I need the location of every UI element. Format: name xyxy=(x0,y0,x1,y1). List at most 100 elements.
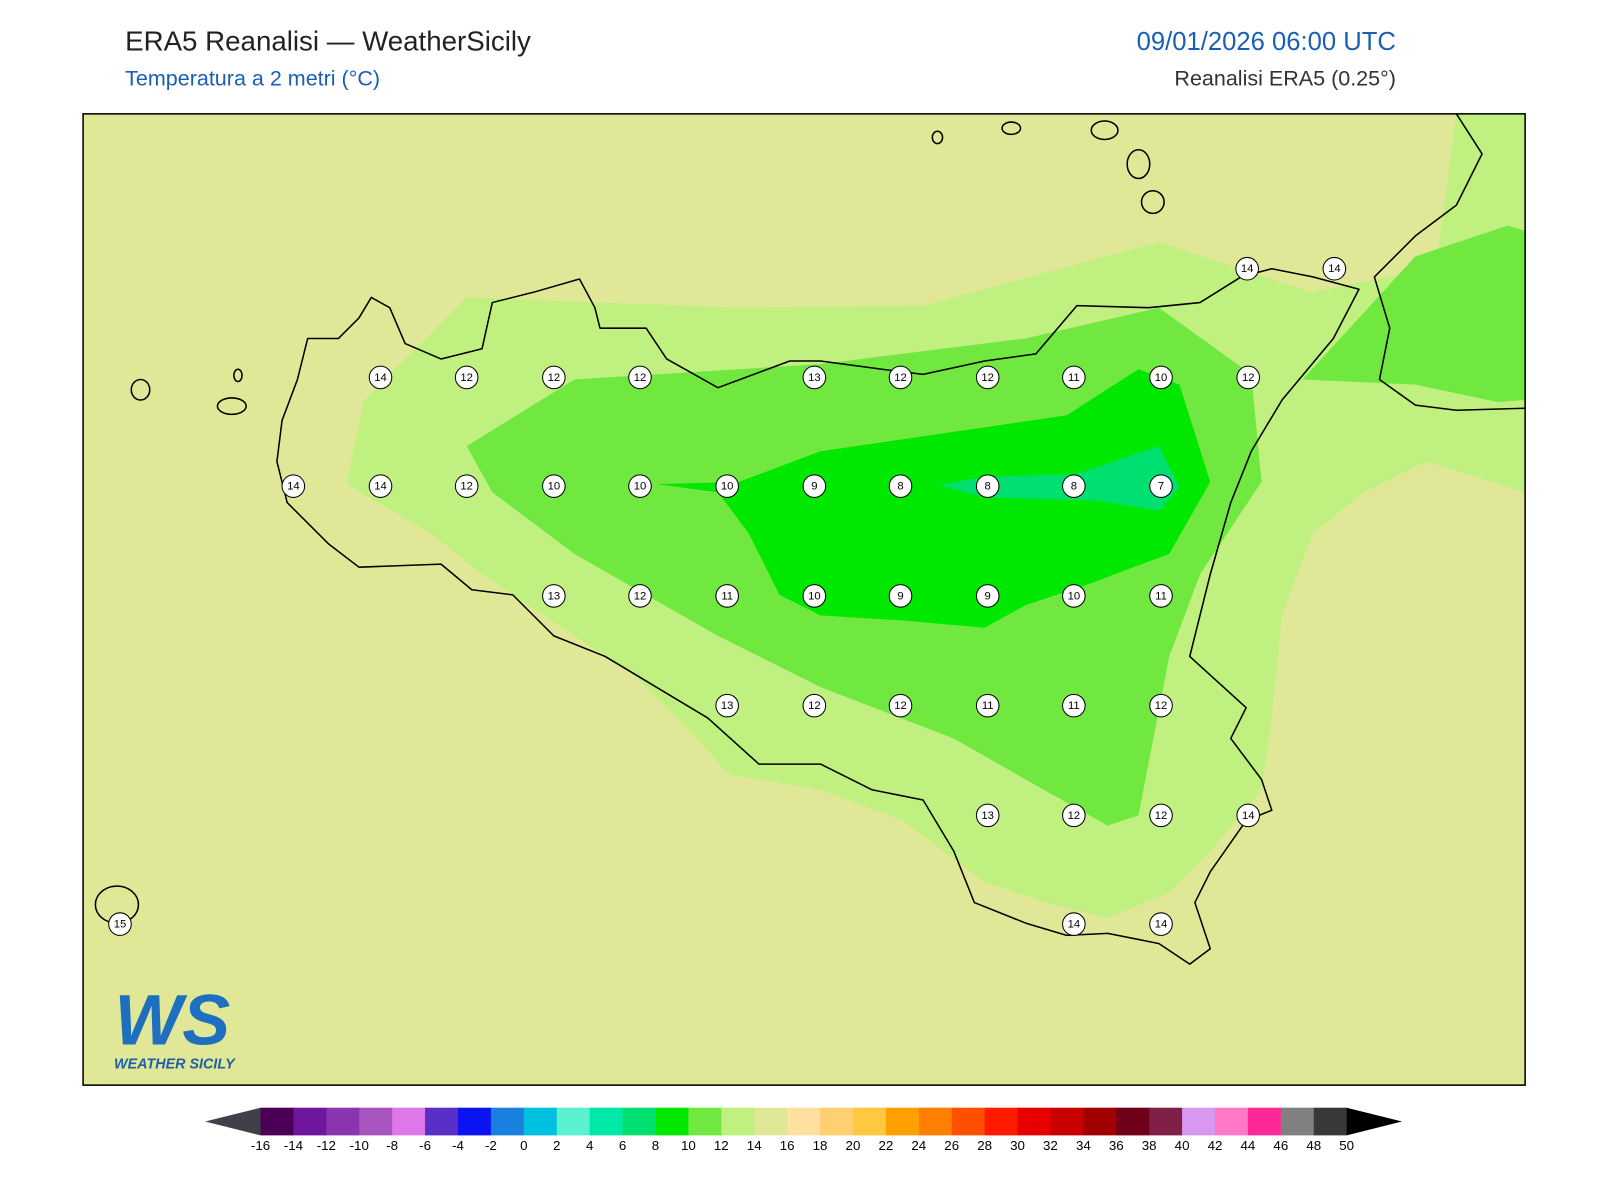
colorbar: -16 -14 -12 -10 -8 -6 -4 -2 0 2 4 6 8 10 12 14 16 18 20 22 2… xyxy=(205,1107,1403,1153)
station: 10 xyxy=(1062,584,1086,608)
station-value: 13 xyxy=(548,590,561,602)
station-marker xyxy=(1149,803,1173,828)
colorbar-box xyxy=(1083,1107,1117,1136)
station-value: 14 xyxy=(1241,263,1254,275)
source: Reanalisi ERA5 (0.25°) xyxy=(1174,67,1395,91)
colorbar-box xyxy=(326,1107,360,1136)
station-value: 8 xyxy=(897,481,903,493)
station-layer: 14 14 14 12 12 12 13 12 12 11 10 12 14 14 12 10 10 10 9 8 8 8… xyxy=(108,256,1347,936)
station-marker xyxy=(888,474,913,498)
station-value: 14 xyxy=(374,481,387,493)
station-value: 8 xyxy=(1071,481,1077,493)
colorbar-box xyxy=(820,1107,854,1136)
station-value: 8 xyxy=(985,481,991,493)
station-marker xyxy=(975,803,1000,828)
colorbar-tick-label: 28 xyxy=(977,1138,992,1153)
station-marker xyxy=(1322,256,1347,281)
station-marker xyxy=(281,474,306,498)
station-marker xyxy=(802,584,827,608)
station: 12 xyxy=(454,365,479,390)
station-value: 14 xyxy=(1155,919,1168,931)
colorbar-tick-label: 48 xyxy=(1306,1138,1321,1153)
station-marker xyxy=(368,474,393,498)
colorbar-box xyxy=(688,1107,722,1136)
colorbar-box xyxy=(1017,1107,1051,1136)
logo: WS WEATHER SICILY xyxy=(114,981,236,1073)
colorbar-box xyxy=(787,1107,821,1136)
station: 12 xyxy=(628,584,652,608)
coastline-calabria xyxy=(1373,113,1526,412)
colorbar-tick-label: 44 xyxy=(1241,1138,1256,1153)
colorbar-tick-label: -8 xyxy=(386,1138,398,1153)
colorbar-box xyxy=(1247,1107,1282,1136)
station-value: 9 xyxy=(897,590,903,602)
station-value: 13 xyxy=(981,810,994,822)
station-value: 12 xyxy=(894,700,907,712)
station-marker xyxy=(1149,365,1173,390)
colorbar-tick-label: 4 xyxy=(586,1138,594,1153)
band-10-12 xyxy=(1302,225,1526,403)
station: 8 xyxy=(1062,474,1086,498)
station-marker xyxy=(628,584,652,608)
station-marker xyxy=(715,584,739,608)
station-marker xyxy=(1062,912,1086,936)
station: 12 xyxy=(1062,803,1086,828)
station: 14 xyxy=(1235,256,1259,281)
station-value: 12 xyxy=(808,700,821,712)
colorbar-tick-label: -2 xyxy=(485,1138,497,1153)
colorbar-box xyxy=(589,1107,624,1136)
station: 13 xyxy=(975,803,1000,828)
colorbar-box xyxy=(556,1107,591,1136)
colorbar-box xyxy=(490,1107,525,1136)
station-marker xyxy=(975,693,1000,718)
station-value: 12 xyxy=(894,372,907,384)
station: 14 xyxy=(281,474,306,498)
station: 12 xyxy=(1149,803,1173,828)
station: 14 xyxy=(368,365,393,390)
station: 14 xyxy=(1322,256,1347,281)
station: 11 xyxy=(1062,365,1086,390)
station: 12 xyxy=(802,693,827,718)
station: 7 xyxy=(1149,474,1173,498)
colorbar-box xyxy=(1215,1107,1249,1136)
colorbar-tick-label: 40 xyxy=(1175,1138,1190,1153)
colorbar-tick-label: 16 xyxy=(780,1138,795,1153)
station-value: 11 xyxy=(982,700,994,712)
colorbar-box xyxy=(1149,1107,1183,1136)
colorbar-box xyxy=(523,1107,558,1136)
station: 12 xyxy=(888,693,913,718)
station: 12 xyxy=(1236,365,1260,390)
station-marker xyxy=(975,474,1000,498)
station: 12 xyxy=(1149,693,1173,718)
station-value: 15 xyxy=(114,919,127,931)
station-value: 10 xyxy=(1068,590,1081,602)
colorbar-tick-label: 34 xyxy=(1076,1138,1091,1153)
station-marker xyxy=(975,584,1000,608)
station-value: 12 xyxy=(634,372,647,384)
station: 10 xyxy=(802,584,827,608)
colorbar-tick-label: -4 xyxy=(452,1138,464,1153)
station-value: 10 xyxy=(721,481,734,493)
colorbar-tick-label: 50 xyxy=(1339,1138,1354,1153)
map-frame xyxy=(82,113,1526,1086)
station-value: 14 xyxy=(374,372,387,384)
station-value: 11 xyxy=(1068,700,1080,712)
station-value: 12 xyxy=(981,372,994,384)
band-8-10 xyxy=(656,369,1211,628)
station: 14 xyxy=(1149,912,1173,936)
colorbar-tick-label: -12 xyxy=(317,1138,336,1153)
colorbar-tick-label: 10 xyxy=(681,1138,696,1153)
colorbar-tick-label: 14 xyxy=(747,1138,762,1153)
station: 14 xyxy=(368,474,393,498)
station-value: 14 xyxy=(287,481,300,493)
colorbar-tick-label: 26 xyxy=(944,1138,959,1153)
station: 11 xyxy=(975,693,1000,718)
colorbar-box xyxy=(293,1107,327,1136)
station: 13 xyxy=(715,693,739,718)
station-value: 12 xyxy=(1068,810,1081,822)
station-marker xyxy=(628,474,652,498)
colorbar-tick-label: 8 xyxy=(652,1138,659,1153)
colorbar-box xyxy=(1313,1107,1348,1136)
coastline xyxy=(276,267,1360,965)
